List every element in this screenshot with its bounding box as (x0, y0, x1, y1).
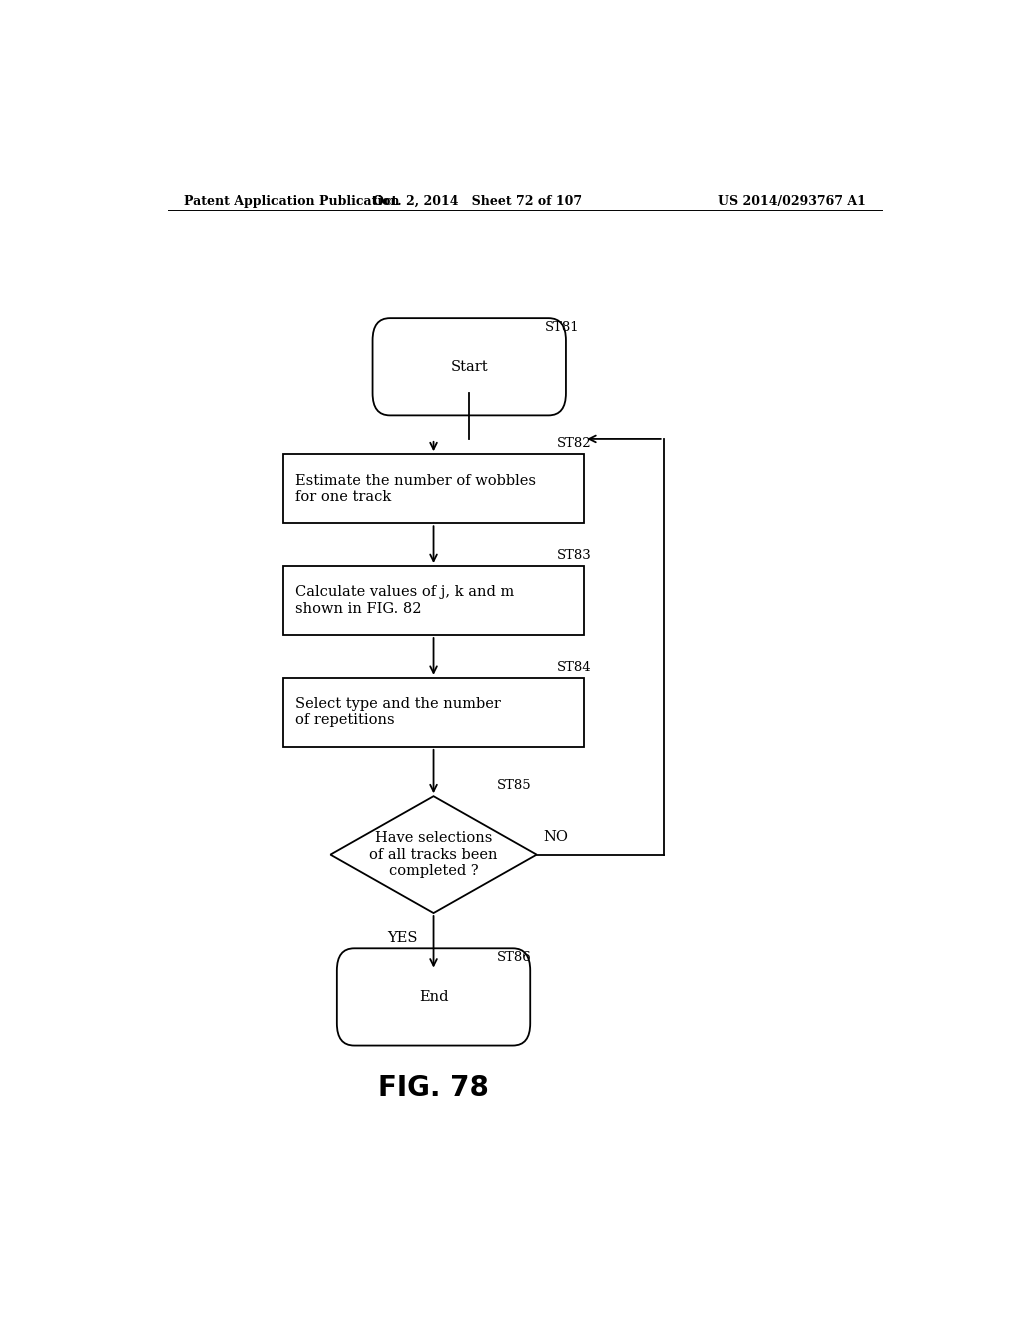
Text: ST84: ST84 (557, 661, 591, 673)
Text: NO: NO (543, 830, 568, 845)
Text: Oct. 2, 2014   Sheet 72 of 107: Oct. 2, 2014 Sheet 72 of 107 (373, 194, 582, 207)
Bar (283, 677, 585, 747)
Text: Start: Start (451, 360, 488, 374)
FancyBboxPatch shape (373, 318, 566, 416)
Text: Patent Application Publication: Patent Application Publication (183, 194, 399, 207)
Text: Estimate the number of wobbles
for one track: Estimate the number of wobbles for one t… (295, 474, 536, 504)
Text: Calculate values of j, k and m
shown in FIG. 82: Calculate values of j, k and m shown in … (295, 586, 514, 615)
Text: ST81: ST81 (545, 321, 580, 334)
Bar (283, 454, 585, 523)
Text: ST86: ST86 (497, 952, 531, 965)
Text: US 2014/0293767 A1: US 2014/0293767 A1 (718, 194, 866, 207)
Bar (283, 566, 585, 635)
Text: ST82: ST82 (557, 437, 591, 450)
FancyBboxPatch shape (337, 948, 530, 1045)
Text: ST85: ST85 (497, 779, 531, 792)
Text: FIG. 78: FIG. 78 (378, 1074, 489, 1102)
Text: ST83: ST83 (557, 549, 591, 562)
Polygon shape (331, 796, 537, 913)
Text: End: End (419, 990, 449, 1005)
Text: Have selections
of all tracks been
completed ?: Have selections of all tracks been compl… (370, 832, 498, 878)
Text: Select type and the number
of repetitions: Select type and the number of repetition… (295, 697, 501, 727)
Text: YES: YES (387, 932, 418, 945)
